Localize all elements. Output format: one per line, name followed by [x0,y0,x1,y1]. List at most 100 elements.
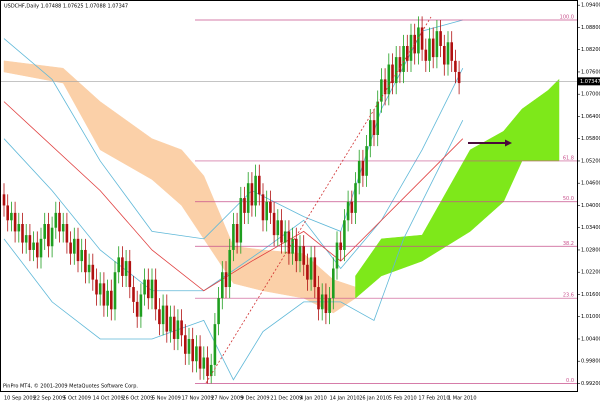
candle-body [28,235,32,250]
x-tick-label: 4 Jan 2010 [300,396,327,402]
candle-body [335,242,339,269]
candle-body [283,231,287,243]
candle-body [121,257,124,276]
candle-body [61,224,65,232]
x-tick-label: 1 Mar 2010 [448,396,477,402]
x-tick-label: 17 Feb 2010 [418,396,449,402]
y-tick-label: 1.08800 [581,25,600,31]
candle-body [457,71,461,84]
candle-body [117,257,120,273]
x-tick-label: 21 Dec 2009 [270,396,302,402]
candle-body [361,160,365,176]
candle-body [446,42,450,65]
candle-body [369,120,372,147]
candle-body [243,198,246,213]
candle-body [172,316,176,339]
candle-body [95,279,98,295]
candle-body [435,31,439,58]
candle-body [135,301,139,317]
candle-body [317,287,320,310]
candle-body [224,272,228,288]
candle-body [98,283,102,295]
candle-body [402,45,405,72]
candle-body [406,45,409,61]
y-tick-label: 1.03400 [581,225,600,231]
y-tick-label: 1.07000 [581,92,600,98]
y-tick-label: 1.01000 [581,314,600,320]
candle-body [102,283,106,306]
candle-body [54,212,58,228]
x-tick-label: 5 Oct 2009 [63,396,91,402]
x-tick-label: 22 Sep 2009 [34,396,66,402]
candle-body [354,183,357,213]
candle-body [309,257,313,280]
y-tick-label: 1.05800 [581,136,600,142]
candle-body [246,183,250,213]
candle-body [298,246,302,262]
candle-body [2,194,6,206]
candle-body [383,79,387,95]
candle-body [431,38,435,58]
indicators [0,19,578,381]
candle-body [106,290,109,306]
candle-body [6,205,9,221]
candle-body [428,38,431,61]
candle-body [391,64,394,84]
candle-body [65,224,69,243]
candle-body [424,49,428,61]
candle-body [91,264,95,280]
candle-body [258,175,261,195]
candle-body [158,309,161,325]
candle-body [206,357,209,377]
candle-body [161,305,165,325]
candle-body [287,231,291,254]
y-tick-label: 1.04600 [581,181,600,187]
candle-body [143,279,146,295]
candle-body [443,45,446,65]
candle-body [295,238,298,262]
candle-body [147,279,150,299]
candle-body [280,220,283,243]
candle-body [32,242,35,250]
candle-body [50,227,54,247]
y-tick-label: 1.09400 [581,3,600,9]
candle-body [350,201,354,213]
candle-body [110,290,113,310]
candle-body [191,338,194,362]
candle-body [24,235,28,243]
candle-body [450,42,453,61]
candle-body [165,305,169,332]
candle-body [387,64,391,95]
chart-title: USDCHF,Daily 1.07488 1.07625 1.07088 1.0… [4,4,128,10]
footer: PinPro MT4, © 2001-2009 MetaQuotes Softw… [3,383,138,390]
candle-body [17,224,21,232]
candle-body [69,242,72,254]
candle-body [265,201,268,221]
candle-body [454,60,457,72]
candle-body [150,279,154,299]
candle-body [254,175,257,206]
plot-frame [0,0,578,392]
y-tick-label: 1.04000 [581,203,600,209]
x-tick-label: 14 Jan 2010 [330,396,360,402]
fib-label: 100.0 [560,15,574,21]
candle-body [132,287,135,302]
y-tick-label: 1.00400 [581,336,600,342]
fibonacci: 100.0 61.8 50.0 38.2 23.6 0.0 [195,15,578,384]
candle-body [346,201,350,221]
candle-body [21,224,24,243]
candle-body [187,338,191,354]
candle-body [372,120,376,135]
candle-body [58,212,61,232]
fib-label: 38.2 [563,241,574,247]
candle-body [376,101,379,135]
candle-body [269,201,272,213]
candle-body [202,357,206,369]
candle-body [398,57,402,72]
x-tick-label: 26 Oct 2009 [122,396,153,402]
price-badge-label: 1.07347 [580,79,600,85]
candle-body [313,257,317,288]
fib-label: 50.0 [563,196,574,202]
candle-body [213,324,217,365]
